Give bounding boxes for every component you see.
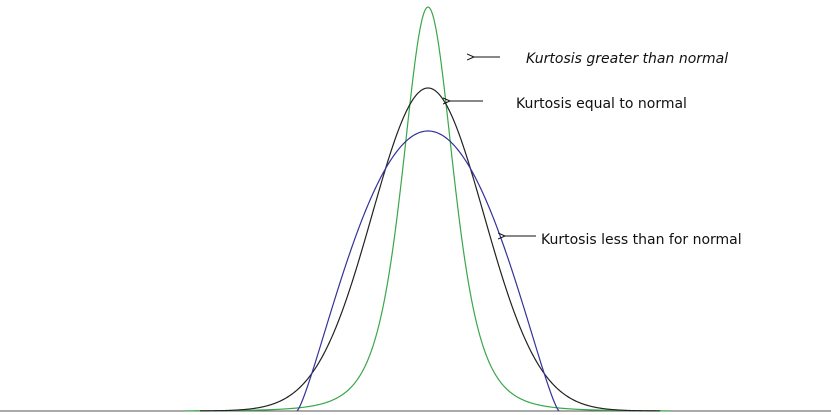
leptokurtic-curve — [185, 6, 670, 412]
annotation: Kurtosis greater than normal — [526, 51, 728, 67]
annotation: Kurtosis equal to normal — [516, 96, 687, 112]
annotation: Kurtosis less than for normal — [541, 232, 742, 248]
platykurtic-curve — [296, 130, 560, 412]
mesokurtic-curve — [199, 87, 661, 412]
